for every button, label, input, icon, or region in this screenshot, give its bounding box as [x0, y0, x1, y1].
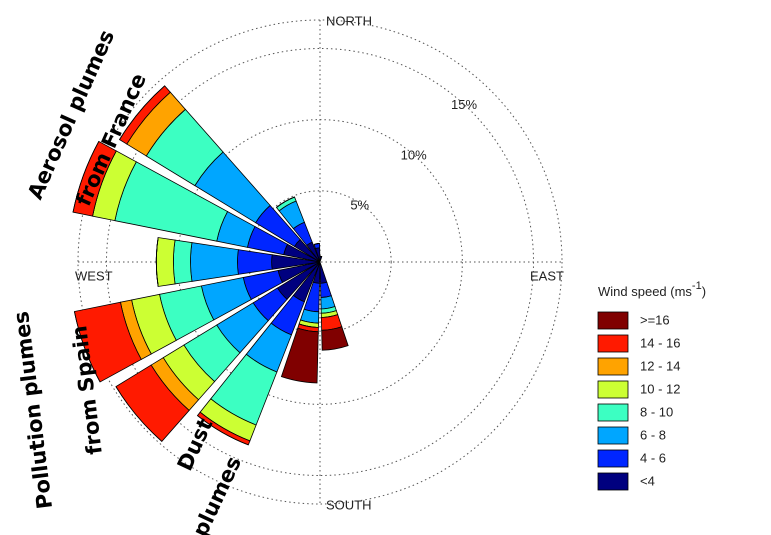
wedge-segment [72, 141, 100, 213]
direction-label: WEST [75, 268, 113, 283]
legend-swatch [597, 357, 629, 376]
legend-label: >=16 [640, 312, 670, 327]
wedge-segment [319, 255, 323, 263]
ring-label: 10% [401, 147, 427, 162]
legend-label: 4 - 6 [640, 450, 666, 465]
legend-swatch [597, 472, 629, 491]
wedge-segment [321, 326, 349, 351]
wedge-segment [320, 281, 332, 298]
ring-label: 15% [451, 97, 477, 112]
legend-swatch [597, 403, 629, 422]
wedge-segment [190, 242, 239, 282]
legend-label: 6 - 8 [640, 427, 666, 442]
wedge-segment [155, 237, 176, 287]
legend-swatch [597, 426, 629, 445]
legend-label: 14 - 16 [640, 335, 680, 350]
legend-swatch [597, 449, 629, 468]
wedge-segment [115, 386, 163, 442]
legend-label: <4 [640, 473, 655, 488]
ring-label: 5% [350, 198, 369, 213]
legend-title-text: ) [702, 284, 706, 299]
legend-swatch [597, 311, 629, 330]
legend-label: 10 - 12 [640, 381, 680, 396]
wedge-segment [319, 261, 328, 284]
grid-ring [248, 190, 392, 334]
legend-label: 12 - 14 [640, 358, 680, 373]
annotation: Pollution plumes [9, 310, 57, 510]
wedge-segment [237, 249, 273, 275]
legend-swatch [597, 334, 629, 353]
legend-label: 8 - 10 [640, 404, 673, 419]
legend-title-text: Wind speed (ms [598, 284, 692, 299]
direction-label: EAST [530, 268, 564, 283]
legend-title-sup: -1 [692, 280, 702, 292]
direction-label: SOUTH [326, 497, 372, 512]
legend-title: Wind speed (ms-1) [598, 280, 706, 299]
direction-label: NORTH [326, 13, 372, 28]
wedge-segment [280, 327, 319, 384]
legend-swatch [597, 380, 629, 399]
annotation: Dust [173, 415, 218, 475]
wedge-segment [173, 239, 193, 285]
